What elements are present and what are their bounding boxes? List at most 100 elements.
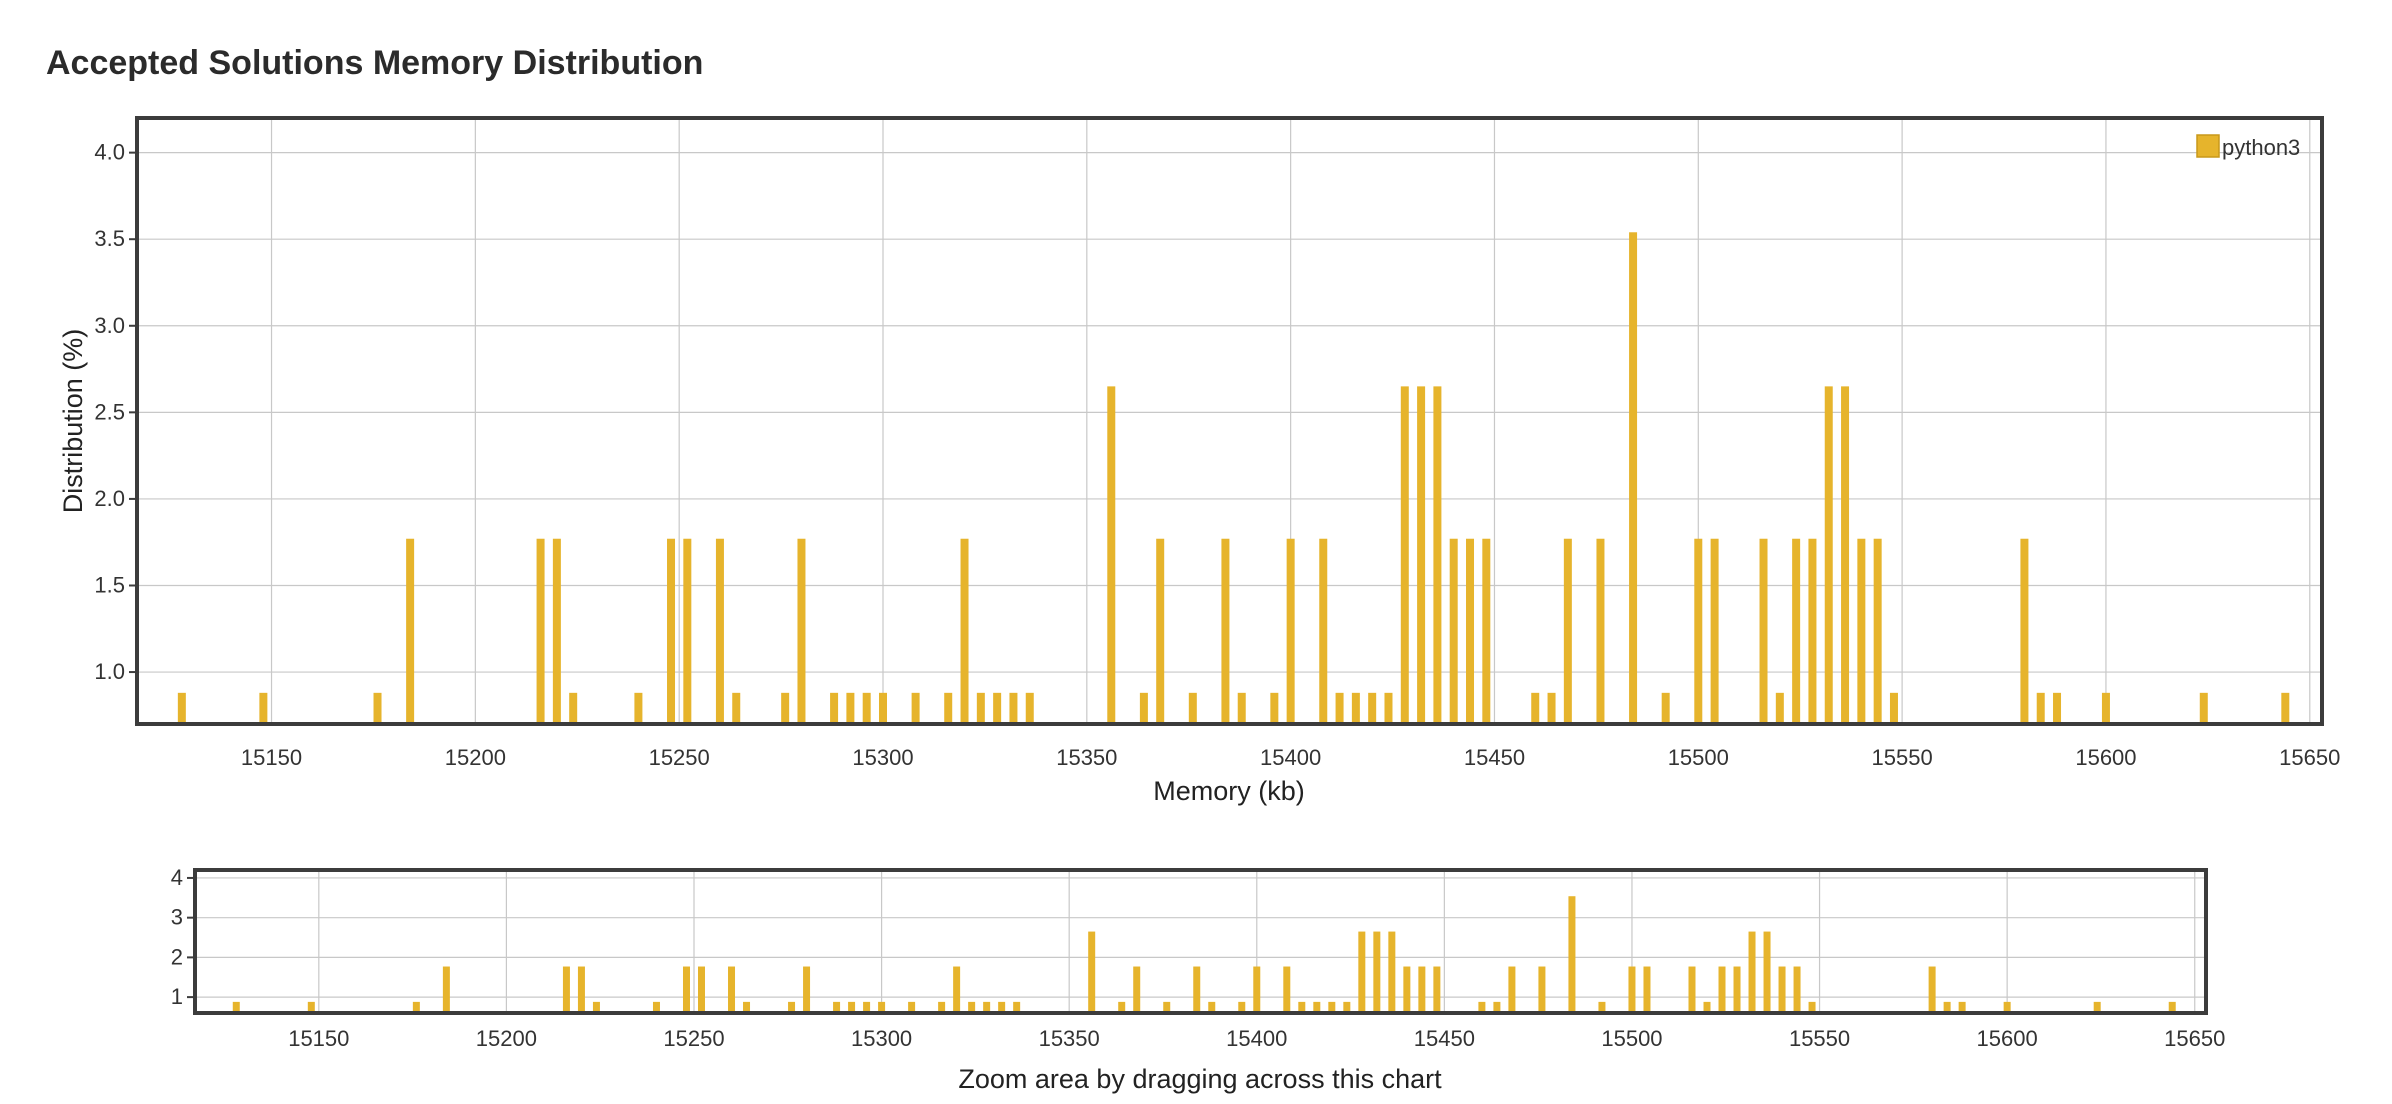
bar[interactable] [1193, 966, 1201, 1013]
bar[interactable] [1319, 538, 1328, 724]
bar[interactable] [1792, 538, 1801, 724]
bar[interactable] [1943, 1001, 1951, 1013]
bar[interactable] [976, 692, 985, 724]
bar[interactable] [1628, 966, 1636, 1013]
bar[interactable] [2281, 692, 2290, 724]
bar[interactable] [307, 1001, 315, 1013]
bar[interactable] [1156, 538, 1165, 724]
bar[interactable] [1009, 692, 1018, 724]
bar[interactable] [743, 1001, 751, 1013]
bar[interactable] [1188, 692, 1197, 724]
bar[interactable] [1778, 966, 1786, 1013]
bar[interactable] [1748, 931, 1756, 1013]
bar[interactable] [878, 692, 887, 724]
bar[interactable] [998, 1001, 1006, 1013]
bar[interactable] [960, 538, 969, 724]
bar[interactable] [803, 966, 811, 1013]
bar[interactable] [846, 692, 855, 724]
bar[interactable] [797, 538, 806, 724]
bar[interactable] [569, 692, 578, 724]
bar[interactable] [1335, 692, 1344, 724]
bar[interactable] [406, 538, 415, 724]
bar[interactable] [2036, 692, 2045, 724]
bar[interactable] [944, 692, 953, 724]
bar[interactable] [1688, 966, 1696, 1013]
bar[interactable] [232, 1001, 240, 1013]
bar[interactable] [1358, 931, 1366, 1013]
bar[interactable] [1238, 1001, 1246, 1013]
bar[interactable] [1928, 966, 1936, 1013]
bar[interactable] [833, 1001, 841, 1013]
bar[interactable] [1531, 692, 1540, 724]
bar[interactable] [1400, 386, 1409, 724]
bar[interactable] [1538, 966, 1546, 1013]
bar[interactable] [938, 1001, 946, 1013]
bar[interactable] [728, 966, 736, 1013]
bar[interactable] [2003, 1001, 2011, 1013]
overview-navigator-chart[interactable]: 15150 15200 15250 15300 15350 15400 15450 15500… [171, 865, 2226, 1094]
bar[interactable] [1793, 966, 1801, 1013]
bar[interactable] [911, 692, 920, 724]
bar[interactable] [1841, 386, 1850, 724]
bar[interactable] [1013, 1001, 1021, 1013]
bar[interactable] [848, 1001, 856, 1013]
bar[interactable] [1547, 692, 1556, 724]
bar[interactable] [1368, 692, 1377, 724]
bar[interactable] [1718, 966, 1726, 1013]
bar[interactable] [177, 692, 186, 724]
bar[interactable] [1733, 966, 1741, 1013]
bar[interactable] [953, 966, 961, 1013]
bar[interactable] [1661, 692, 1670, 724]
bar[interactable] [1118, 1001, 1126, 1013]
bar[interactable] [1286, 538, 1295, 724]
bar[interactable] [1384, 692, 1393, 724]
bar[interactable] [1824, 386, 1833, 724]
bar[interactable] [698, 966, 706, 1013]
bar[interactable] [1493, 1001, 1501, 1013]
bar[interactable] [373, 692, 382, 724]
bar[interactable] [1139, 692, 1148, 724]
main-chart[interactable]: 15150 15200 15250 15300 15350 15400 15450 15500… [58, 116, 2340, 806]
bar[interactable] [1808, 1001, 1816, 1013]
bar[interactable] [1253, 966, 1261, 1013]
bar[interactable] [1889, 692, 1898, 724]
bar[interactable] [1958, 1001, 1966, 1013]
bar[interactable] [1629, 232, 1638, 724]
bar[interactable] [830, 692, 839, 724]
bar[interactable] [577, 966, 585, 1013]
bar[interactable] [1343, 1001, 1351, 1013]
bar[interactable] [2101, 692, 2110, 724]
bar[interactable] [1088, 931, 1096, 1013]
bar[interactable] [536, 538, 545, 724]
bar[interactable] [1596, 538, 1605, 724]
bar[interactable] [1313, 1001, 1321, 1013]
bar[interactable] [1703, 1001, 1711, 1013]
bar[interactable] [863, 1001, 871, 1013]
bar[interactable] [683, 538, 692, 724]
bar[interactable] [1808, 538, 1817, 724]
bar[interactable] [1373, 931, 1381, 1013]
bar[interactable] [1133, 966, 1141, 1013]
bar[interactable] [412, 1001, 420, 1013]
bar[interactable] [1417, 386, 1426, 724]
bar[interactable] [1643, 966, 1651, 1013]
bar[interactable] [1270, 692, 1279, 724]
bar[interactable] [1025, 692, 1034, 724]
bar[interactable] [1388, 931, 1396, 1013]
bar[interactable] [1857, 538, 1866, 724]
bar[interactable] [1351, 692, 1360, 724]
bar[interactable] [781, 692, 790, 724]
bar[interactable] [1478, 1001, 1486, 1013]
bar[interactable] [2168, 1001, 2176, 1013]
legend[interactable]: python3 [2196, 134, 2300, 160]
bar[interactable] [652, 1001, 660, 1013]
bar[interactable] [1237, 692, 1246, 724]
bar[interactable] [908, 1001, 916, 1013]
bar[interactable] [1208, 1001, 1216, 1013]
bar[interactable] [1873, 538, 1882, 724]
bar[interactable] [1433, 966, 1441, 1013]
bar[interactable] [1221, 538, 1230, 724]
bar[interactable] [562, 966, 570, 1013]
bar[interactable] [2053, 692, 2062, 724]
bar[interactable] [983, 1001, 991, 1013]
